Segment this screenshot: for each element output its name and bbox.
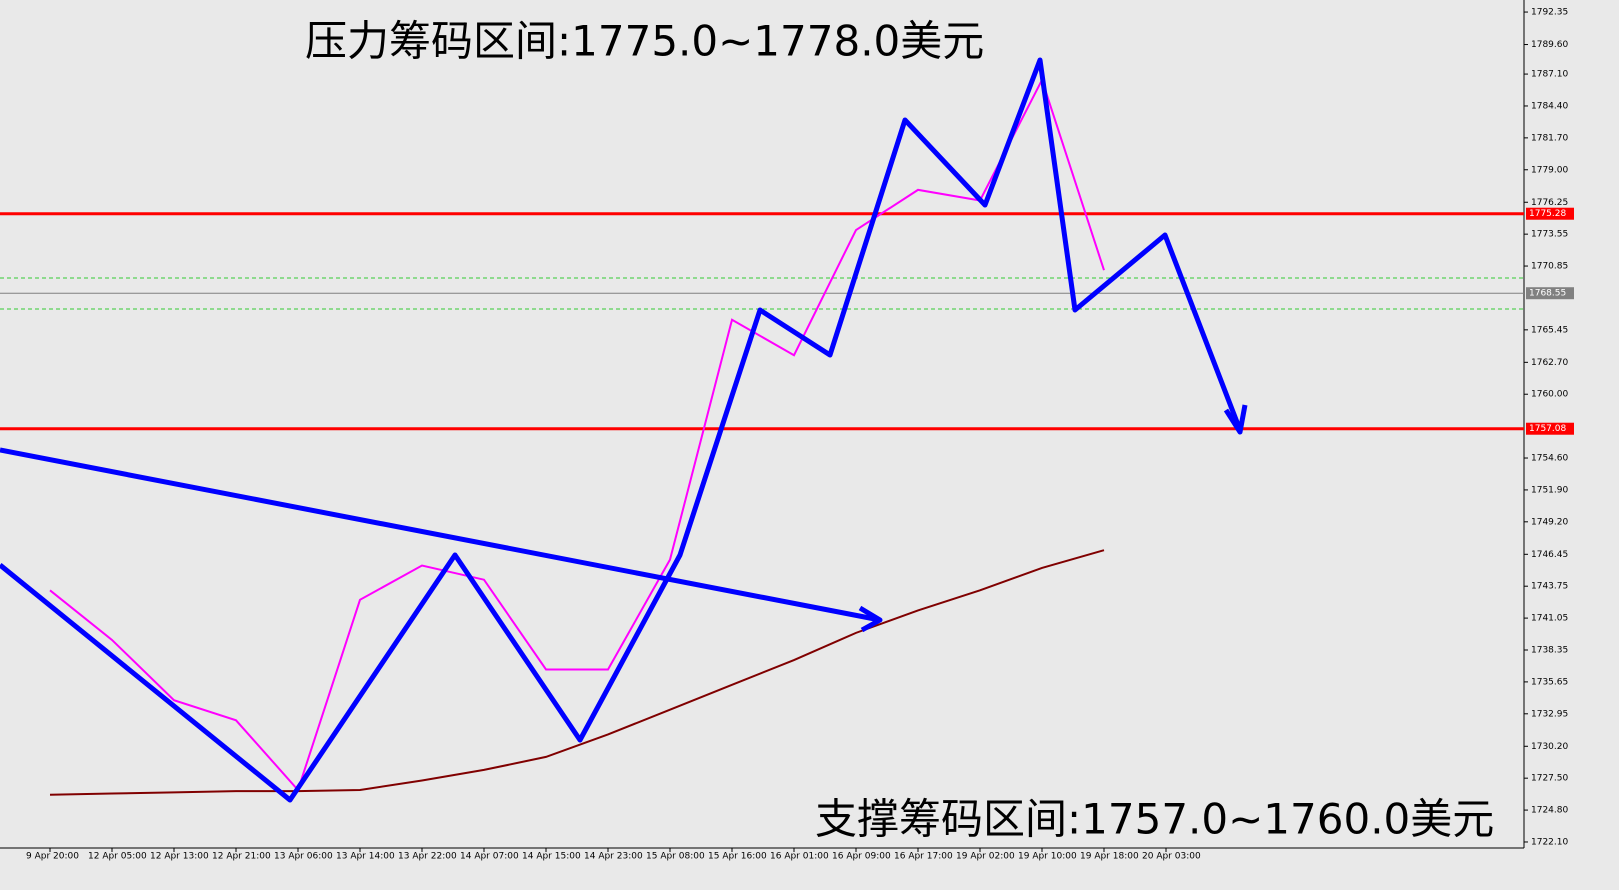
level-tag (1526, 207, 1574, 220)
series-line (49, 549, 1105, 796)
x-tick-label: 16 Apr 01:00 (770, 852, 829, 862)
y-tick-label: 1773.55 (1531, 230, 1568, 240)
arrow-head (858, 605, 883, 633)
y-tick-label: 1770.85 (1531, 262, 1568, 272)
x-tick-label: 15 Apr 16:00 (708, 852, 767, 862)
y-tick-label: 1754.60 (1531, 454, 1568, 464)
y-tick-label: 1746.45 (1531, 550, 1568, 560)
x-tick-label: 16 Apr 09:00 (832, 852, 891, 862)
x-tick-label: 14 Apr 23:00 (584, 852, 643, 862)
x-tick-label: 13 Apr 06:00 (274, 852, 333, 862)
x-tick-label: 15 Apr 08:00 (646, 852, 705, 862)
plot: 1775.28 1757.08 1768.55 (0, 77, 1574, 796)
x-tick-label: 19 Apr 02:00 (956, 852, 1015, 862)
y-tick-label: 1730.20 (1531, 742, 1568, 752)
trend-arrow (0, 57, 1243, 803)
x-tick-label: 19 Apr 18:00 (1080, 852, 1139, 862)
level-label: 1757.08 (1529, 424, 1566, 434)
x-tick-label: 19 Apr 10:00 (1018, 852, 1077, 862)
y-tick-label: 1735.65 (1531, 677, 1568, 687)
level-label: 1768.55 (1529, 289, 1566, 299)
y-tick-label: 1727.50 (1531, 774, 1568, 784)
y-tick-label: 1760.00 (1531, 390, 1568, 400)
x-tick-label: 20 Apr 03:00 (1142, 852, 1201, 862)
y-tick-label: 1762.70 (1531, 358, 1568, 368)
y-tick-label: 1784.40 (1531, 101, 1568, 111)
y-tick-label: 1743.75 (1531, 582, 1568, 592)
y-tick-label: 1781.70 (1531, 133, 1568, 143)
series-line (49, 77, 1105, 792)
x-tick-label: 12 Apr 13:00 (150, 852, 209, 862)
level-label: 1775.28 (1529, 209, 1566, 219)
y-tick-label: 1741.05 (1531, 614, 1568, 624)
y-tick-label: 1738.35 (1531, 645, 1568, 655)
arrows (0, 57, 1248, 803)
y-tick-label: 1722.10 (1531, 837, 1568, 847)
y-tick-label: 1776.25 (1531, 198, 1568, 208)
y-tick-label: 1789.60 (1531, 40, 1568, 50)
resistance-annotation: 压力筹码区间:1775.0~1778.0美元 (305, 17, 984, 66)
x-tick-label: 14 Apr 07:00 (460, 852, 519, 862)
level-tag (1526, 422, 1574, 435)
x-tick-label: 13 Apr 22:00 (398, 852, 457, 862)
y-tick-label: 1765.45 (1531, 325, 1568, 335)
y-tick-label: 1792.35 (1531, 8, 1568, 18)
level-tag (1526, 287, 1574, 300)
x-tick-label: 12 Apr 05:00 (88, 852, 147, 862)
y-tick-label: 1732.95 (1531, 709, 1568, 719)
x-tick-label: 13 Apr 14:00 (336, 852, 395, 862)
x-tick-label: 9 Apr 20:00 (26, 852, 79, 862)
trend-arrow (0, 447, 881, 623)
y-tick-label: 1749.20 (1531, 517, 1568, 527)
support-annotation: 支撑筹码区间:1757.0~1760.0美元 (815, 795, 1494, 844)
x-tick-label: 14 Apr 15:00 (522, 852, 581, 862)
x-tick-label: 12 Apr 21:00 (212, 852, 271, 862)
y-tick-label: 1724.80 (1531, 806, 1568, 816)
y-tick-label: 1787.10 (1531, 70, 1568, 80)
x-tick-label: 16 Apr 17:00 (894, 852, 953, 862)
y-tick-label: 1751.90 (1531, 485, 1568, 495)
y-tick-label: 1779.00 (1531, 165, 1568, 175)
arrow-head (1223, 404, 1248, 435)
